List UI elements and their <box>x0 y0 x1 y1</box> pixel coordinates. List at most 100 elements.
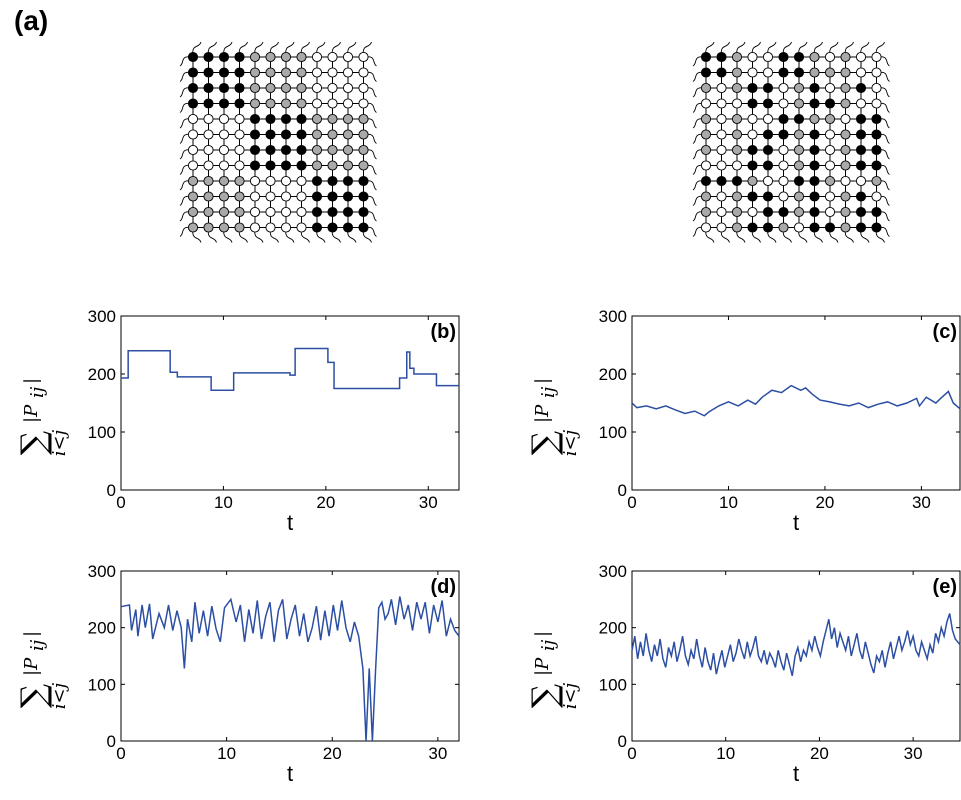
lattice-node <box>249 82 261 94</box>
lattice-node <box>265 129 276 140</box>
lattice-node <box>747 191 758 202</box>
lattice-node <box>716 175 727 187</box>
lattice-node <box>731 82 743 94</box>
lattice-node <box>747 222 758 233</box>
lattice-node <box>793 129 805 140</box>
lattice-node <box>358 51 369 63</box>
y-label-term: |P <box>21 657 42 676</box>
lattice-node <box>747 98 758 109</box>
lattice-node <box>716 67 727 78</box>
lattice-node <box>234 82 245 94</box>
lattice-node <box>296 113 307 125</box>
lattice-node <box>762 175 774 187</box>
panel-tag: (b) <box>430 321 456 343</box>
lattice-node <box>342 67 354 78</box>
lattice-node <box>731 175 743 187</box>
lattice-node <box>218 98 230 109</box>
lattice-node <box>265 51 276 63</box>
lattice-node <box>871 98 882 109</box>
x-tick-label: 0 <box>116 493 125 512</box>
x-axis-label: t <box>287 510 293 535</box>
lattice-node <box>871 160 882 171</box>
lattice-node <box>342 129 354 140</box>
lattice-node <box>731 206 743 218</box>
y-label-term-end: | <box>532 631 553 637</box>
lattice-node <box>824 129 836 140</box>
lattice-node <box>855 82 867 94</box>
lattice-node <box>762 191 774 202</box>
lattice-node <box>311 175 323 187</box>
lattice-node <box>700 113 712 125</box>
lattice-node <box>296 175 307 187</box>
lattice-node <box>187 160 199 171</box>
lattice-node <box>265 191 276 202</box>
lattice-node <box>762 144 774 156</box>
lattice-node <box>280 82 292 94</box>
lattice-node <box>327 98 338 109</box>
y-label-term: |P <box>532 657 553 676</box>
lattice-node <box>793 144 805 156</box>
series-line <box>120 596 460 742</box>
lattice-node <box>311 206 323 218</box>
y-tick-label: 0 <box>618 732 627 751</box>
lattice-node <box>824 175 836 187</box>
lattice-node <box>731 51 743 63</box>
lattice-node <box>747 160 758 171</box>
lattice-node <box>327 222 338 233</box>
y-label-sub: i<j <box>49 682 70 709</box>
lattice-node <box>824 206 836 218</box>
lattice-node <box>700 129 712 140</box>
lattice-node <box>249 222 261 233</box>
series-line <box>631 384 961 417</box>
lattice-node <box>840 67 851 78</box>
lattice-node <box>778 113 789 125</box>
lattice-node <box>342 113 354 125</box>
lattice-node <box>793 82 805 94</box>
lattice-node <box>700 82 712 94</box>
lattice-node <box>855 160 867 171</box>
lattice-node <box>249 175 261 187</box>
lattice-node <box>762 51 774 63</box>
lattice-node <box>793 160 805 171</box>
lattice-node <box>716 129 727 140</box>
lattice-node <box>187 206 199 218</box>
lattice-node <box>296 191 307 202</box>
lattice-node <box>778 191 789 202</box>
lattice-left <box>179 41 377 243</box>
lattice-node <box>249 191 261 202</box>
lattice-node <box>731 129 743 140</box>
lattice-node <box>280 113 292 125</box>
lattice-node <box>218 222 230 233</box>
lattice-node <box>358 175 369 187</box>
lattice-node <box>855 191 867 202</box>
lattice-node <box>793 98 805 109</box>
lattice-node <box>327 129 338 140</box>
y-label-term: |P <box>532 404 553 423</box>
lattice-node <box>234 144 245 156</box>
lattice-node <box>871 191 882 202</box>
lattice-node <box>265 206 276 218</box>
y-label-term-end: | <box>21 631 42 637</box>
y-tick-label: 300 <box>599 562 627 581</box>
lattice-node <box>793 222 805 233</box>
lattice-node <box>296 222 307 233</box>
axes-frame <box>631 315 961 491</box>
lattice-node <box>342 144 354 156</box>
lattice-node <box>700 222 712 233</box>
lattice-node <box>265 222 276 233</box>
lattice-node <box>824 222 836 233</box>
lattice-node <box>358 160 369 171</box>
y-label-term-sub: ij <box>27 639 48 651</box>
lattice-node <box>218 206 230 218</box>
lattice-node <box>296 129 307 140</box>
lattice-node <box>809 144 820 156</box>
lattice-node <box>731 191 743 202</box>
lattice-node <box>855 144 867 156</box>
lattice-node <box>296 51 307 63</box>
lattice-node <box>809 82 820 94</box>
lattice-node <box>203 113 214 125</box>
x-tick-label: 20 <box>810 744 829 763</box>
lattice-node <box>824 113 836 125</box>
lattice-node <box>793 113 805 125</box>
